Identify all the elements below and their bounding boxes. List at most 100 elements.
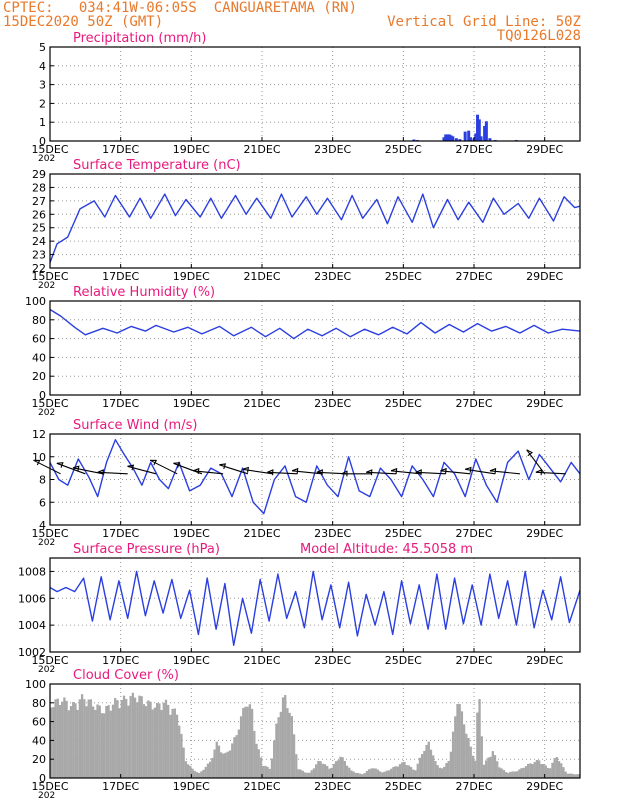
cloud-bar [118,708,121,778]
cloud-bar [167,704,170,778]
cloud-bar [465,733,468,778]
cloud-bar [412,769,415,778]
cloud-bar [193,770,196,778]
series-line [49,193,581,263]
cloud-bar [138,695,141,778]
y-tick-label: 25 [32,222,46,235]
cloud-bar [394,766,397,778]
cloud-bar [107,705,110,778]
cloud-bar [80,694,84,778]
cloud-bar [67,710,70,778]
cloud-bar [299,769,302,778]
precip-bar [447,134,451,141]
cloud-bar [414,770,417,778]
cloud-bar [485,760,488,778]
cloud-bar [235,735,238,778]
cloud-bar [445,763,448,778]
cloud-bar [507,772,510,778]
cloud-bar [127,705,130,778]
y-tick-label: 0 [39,135,46,148]
cloud-bar [343,760,347,778]
cloud-bar [158,703,161,778]
cloud-bar [434,761,437,778]
wind-arrow-head [390,467,398,475]
x-tick-label: 23DEC [314,527,351,540]
cloud-bar [244,706,247,778]
x-tick-label: 25DEC [385,397,422,410]
x-tick-label: 25DEC [385,527,422,540]
cloud-bar [220,752,223,778]
panel-title: Surface Pressure (hPa) [73,542,220,557]
cloud-bar [361,774,364,778]
y-tick-label: 1002 [18,646,46,659]
cloud-bar [462,724,466,778]
cloud-bar [513,771,517,778]
cloud-bar [429,749,433,778]
cloud-bar [321,763,324,778]
cloud-bar [191,768,194,778]
x-tick-label: 19DEC [173,143,210,156]
y-tick-label: 20 [32,753,46,766]
cloud-bar [533,761,536,778]
x-tick-label: 29DEC [526,397,563,410]
cloud-bar [189,765,192,778]
y-tick-label: 4 [39,519,46,532]
cloud-bar [469,746,472,778]
x-tick-label: 23DEC [314,397,351,410]
cloud-bar [447,760,450,778]
y-tick-label: 24 [32,235,46,248]
cloud-bar [524,766,528,778]
y-tick-label: 80 [32,314,46,327]
cloud-bar [156,703,159,778]
cloud-bar [557,761,561,778]
wind-arrow-head [56,462,64,468]
cloud-bar [206,763,210,778]
cloud-bar [94,709,97,778]
cloud-bar [173,708,176,778]
wind-arrow [173,462,203,475]
cloud-bar [553,758,556,778]
cloud-bar [270,758,274,778]
cloud-bar [436,765,439,778]
cloud-bar [114,698,117,778]
cloud-bar [560,763,563,778]
cloud-bar [407,765,411,778]
cloud-bar [478,699,481,778]
cloud-bar [432,755,435,778]
x-year-label: 202 [38,408,55,418]
wind-arrow-head [526,449,534,457]
cloud-bar [239,716,243,778]
cloud-bar [91,706,95,778]
cloud-bar [496,761,499,778]
cloud-bar [268,768,271,778]
cloud-bar [531,764,534,778]
precip-bar [463,131,467,141]
cloud-bar [151,709,154,778]
cloud-bar [502,769,506,778]
cloud-bar [438,767,441,778]
cloud-bar [564,771,567,778]
x-tick-label: 17DEC [102,143,139,156]
y-tick-label: 100 [25,678,46,691]
cloud-bar [136,702,139,778]
cloud-bar [480,736,483,778]
cloud-bar [425,744,428,778]
cloud-bar [224,752,227,778]
cloud-bar [577,774,581,778]
x-tick-label: 21DEC [243,397,280,410]
cloud-bar [332,764,335,778]
panel-5 [49,557,581,653]
cloud-bar [142,704,146,778]
x-tick-label: 27DEC [455,654,492,667]
x-tick-label: 15DEC [31,397,68,410]
wind-arrow-head [242,466,250,473]
precip-bar [449,135,453,141]
x-tick-label: 29DEC [526,527,563,540]
cloud-bar [303,772,307,778]
cloud-bar [529,763,532,778]
cloud-bar [242,708,245,778]
cloud-bar [330,767,333,778]
cloud-bar [328,768,331,778]
cloud-bar [295,754,298,778]
cloud-bar [255,743,258,778]
